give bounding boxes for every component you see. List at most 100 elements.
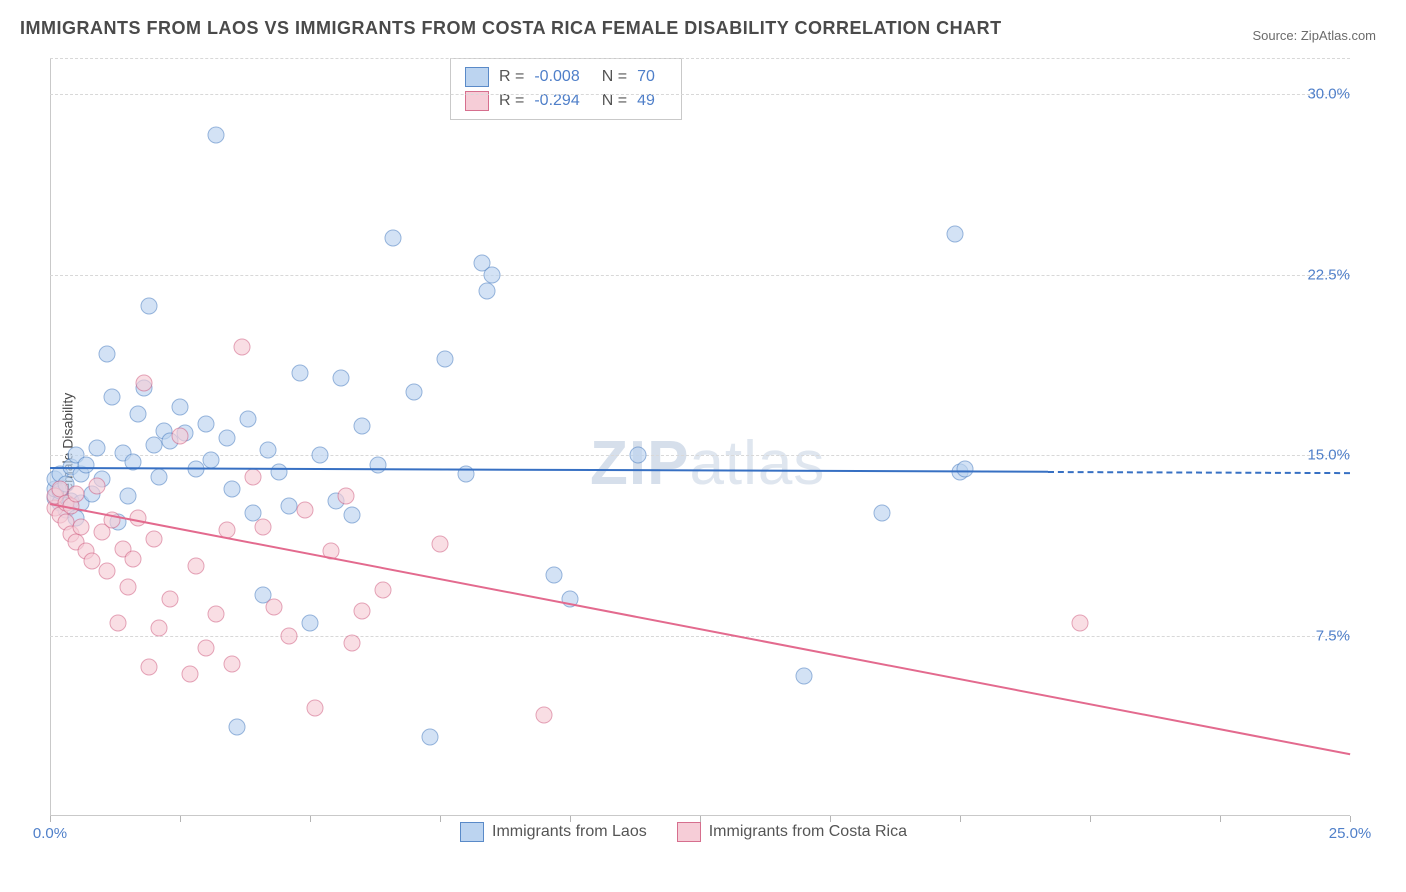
data-point	[484, 266, 501, 283]
data-point	[104, 389, 121, 406]
stat-value: 70	[637, 68, 655, 86]
legend-label: Immigrants from Laos	[492, 823, 647, 841]
x-tick-mark	[310, 816, 311, 822]
data-point	[182, 666, 199, 683]
data-point	[796, 668, 813, 685]
data-point	[229, 718, 246, 735]
data-point	[68, 485, 85, 502]
data-point	[260, 442, 277, 459]
gridline	[50, 58, 1350, 59]
y-tick-label: 22.5%	[1290, 266, 1350, 283]
trend-line	[50, 503, 1350, 755]
data-point	[302, 615, 319, 632]
data-point	[234, 338, 251, 355]
data-point	[208, 605, 225, 622]
legend-item: Immigrants from Laos	[460, 822, 647, 842]
data-point	[270, 463, 287, 480]
x-tick-mark	[1090, 816, 1091, 822]
x-tick-mark	[960, 816, 961, 822]
data-point	[208, 127, 225, 144]
data-point	[312, 447, 329, 464]
data-point	[218, 430, 235, 447]
data-point	[343, 507, 360, 524]
data-point	[385, 230, 402, 247]
x-tick-label: 0.0%	[33, 825, 67, 842]
data-point	[874, 504, 891, 521]
data-point	[255, 519, 272, 536]
x-tick-mark	[440, 816, 441, 822]
data-point	[120, 487, 137, 504]
y-tick-label: 30.0%	[1290, 86, 1350, 103]
data-point	[99, 562, 116, 579]
data-point	[109, 615, 126, 632]
data-point	[198, 639, 215, 656]
watermark: ZIPatlas	[590, 428, 825, 499]
data-point	[88, 439, 105, 456]
data-point	[125, 550, 142, 567]
data-point	[354, 418, 371, 435]
data-point	[187, 557, 204, 574]
data-point	[151, 468, 168, 485]
data-point	[296, 502, 313, 519]
swatch-icon	[465, 67, 489, 87]
y-tick-label: 7.5%	[1290, 627, 1350, 644]
swatch-icon	[460, 822, 484, 842]
data-point	[120, 579, 137, 596]
data-point	[338, 487, 355, 504]
stat-label: R =	[499, 68, 524, 86]
gridline	[50, 275, 1350, 276]
legend-label: Immigrants from Costa Rica	[709, 823, 907, 841]
gridline	[50, 94, 1350, 95]
data-point	[333, 370, 350, 387]
data-point	[198, 415, 215, 432]
data-point	[244, 468, 261, 485]
data-point	[374, 581, 391, 598]
data-point	[146, 531, 163, 548]
data-point	[224, 656, 241, 673]
data-point	[172, 427, 189, 444]
data-point	[151, 620, 168, 637]
data-point	[1071, 615, 1088, 632]
data-point	[203, 451, 220, 468]
data-point	[369, 456, 386, 473]
x-tick-mark	[1220, 816, 1221, 822]
data-point	[629, 447, 646, 464]
data-point	[546, 567, 563, 584]
stats-legend-box: R = -0.008 N = 70 R = -0.294 N = 49	[450, 58, 682, 120]
gridline	[50, 636, 1350, 637]
data-point	[135, 374, 152, 391]
data-point	[130, 406, 147, 423]
data-point	[281, 497, 298, 514]
chart-title: IMMIGRANTS FROM LAOS VS IMMIGRANTS FROM …	[20, 18, 1002, 39]
stats-row: R = -0.008 N = 70	[465, 65, 667, 89]
data-point	[437, 350, 454, 367]
x-tick-mark	[1350, 816, 1351, 822]
data-point	[83, 552, 100, 569]
data-point	[265, 598, 282, 615]
data-point	[307, 699, 324, 716]
data-point	[239, 410, 256, 427]
data-point	[478, 283, 495, 300]
data-point	[421, 728, 438, 745]
data-point	[281, 627, 298, 644]
x-tick-mark	[180, 816, 181, 822]
legend-item: Immigrants from Costa Rica	[677, 822, 907, 842]
y-axis-line	[50, 58, 51, 816]
x-tick-label: 25.0%	[1329, 825, 1372, 842]
scatter-plot: ZIPatlas R = -0.008 N = 70 R = -0.294 N …	[50, 58, 1350, 838]
data-point	[946, 225, 963, 242]
data-point	[536, 706, 553, 723]
x-tick-mark	[570, 816, 571, 822]
source-label: Source: ZipAtlas.com	[1252, 28, 1376, 43]
stat-value: -0.008	[534, 68, 579, 86]
data-point	[88, 478, 105, 495]
x-tick-mark	[50, 816, 51, 822]
data-point	[140, 297, 157, 314]
data-point	[172, 398, 189, 415]
x-tick-mark	[700, 816, 701, 822]
y-tick-label: 15.0%	[1290, 447, 1350, 464]
data-point	[130, 509, 147, 526]
x-tick-mark	[830, 816, 831, 822]
bottom-legend: Immigrants from Laos Immigrants from Cos…	[460, 822, 907, 842]
data-point	[161, 591, 178, 608]
